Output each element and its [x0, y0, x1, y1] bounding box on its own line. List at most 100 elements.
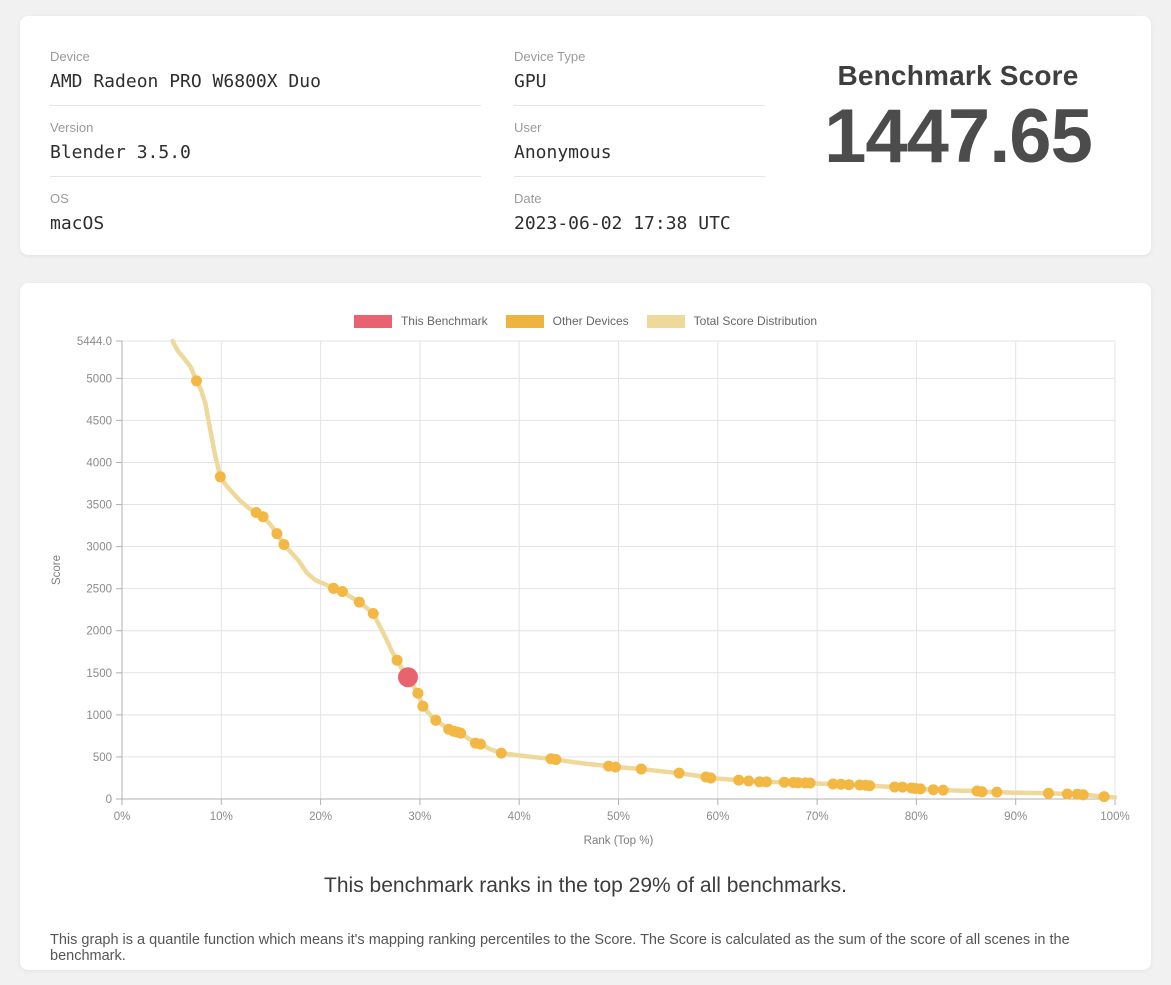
- x-tick-label: 10%: [210, 811, 233, 823]
- other-device-point[interactable]: [889, 781, 901, 793]
- other-device-point[interactable]: [761, 776, 772, 788]
- quantile-chart-card: This Benchmark Other Devices Total Score…: [20, 283, 1151, 970]
- field-user: User Anonymous: [514, 120, 765, 177]
- x-tick-label: 50%: [607, 811, 630, 823]
- y-tick-label: 1000: [86, 710, 112, 722]
- field-version-value: Blender 3.5.0: [50, 142, 191, 163]
- other-device-point[interactable]: [1043, 787, 1054, 799]
- other-device-point[interactable]: [897, 781, 908, 793]
- other-device-point[interactable]: [927, 784, 939, 796]
- x-tick-label: 90%: [1004, 811, 1027, 823]
- field-date: Date 2023-06-02 17:38 UTC: [514, 191, 765, 247]
- other-device-point[interactable]: [804, 777, 816, 789]
- x-axis-title: Rank (Top %): [584, 835, 654, 847]
- legend-label-total-distribution: Total Score Distribution: [693, 314, 818, 328]
- field-version: Version Blender 3.5.0: [50, 120, 481, 177]
- y-tick-label: 4500: [86, 415, 112, 427]
- y-tick-label: 2500: [86, 584, 112, 596]
- other-device-point[interactable]: [1061, 788, 1073, 800]
- other-device-point[interactable]: [635, 763, 647, 775]
- other-device-point[interactable]: [550, 754, 562, 765]
- other-device-point[interactable]: [495, 747, 507, 759]
- field-date-label: Date: [514, 191, 542, 206]
- other-device-point[interactable]: [353, 596, 365, 608]
- other-device-point[interactable]: [835, 778, 847, 790]
- x-tick-label: 40%: [508, 811, 531, 823]
- chart-area: This Benchmark Other Devices Total Score…: [20, 283, 1151, 858]
- y-tick-label: 3000: [86, 542, 112, 554]
- other-device-point[interactable]: [827, 778, 839, 790]
- field-version-label: Version: [50, 120, 94, 135]
- legend-item-total-distribution: Total Score Distribution: [646, 314, 818, 328]
- other-device-point[interactable]: [271, 528, 283, 540]
- other-device-point[interactable]: [743, 775, 755, 787]
- other-device-point[interactable]: [328, 582, 339, 594]
- x-tick-label: 100%: [1100, 811, 1129, 823]
- other-device-point[interactable]: [1098, 791, 1110, 803]
- y-tick-label: 500: [93, 752, 112, 764]
- x-tick-label: 20%: [309, 811, 332, 823]
- benchmark-score-title: Benchmark Score: [837, 60, 1079, 91]
- rank-note: This benchmark ranks in the top 29% of a…: [324, 874, 847, 897]
- other-device-point[interactable]: [391, 654, 403, 666]
- field-device: Device AMD Radeon PRO W6800X Duo: [50, 49, 481, 106]
- other-device-point[interactable]: [475, 738, 486, 750]
- other-device-point[interactable]: [864, 780, 876, 792]
- other-device-point[interactable]: [336, 586, 348, 597]
- other-device-point[interactable]: [367, 608, 379, 619]
- other-device-point[interactable]: [1077, 789, 1089, 801]
- chart-footnote: This graph is a quantile function which …: [50, 932, 1070, 964]
- legend-swatch-other-devices: [505, 314, 544, 328]
- this-benchmark-point[interactable]: [398, 667, 418, 688]
- y-tick-label: 3500: [86, 500, 112, 512]
- other-device-point[interactable]: [778, 776, 790, 788]
- benchmark-score-box: Benchmark Score 1447.65: [765, 16, 1151, 255]
- other-device-point[interactable]: [610, 761, 621, 773]
- other-device-point[interactable]: [455, 727, 467, 739]
- other-device-point[interactable]: [257, 511, 269, 523]
- field-date-value: 2023-06-02 17:38 UTC: [514, 213, 731, 234]
- y-tick-label: 4000: [86, 457, 112, 469]
- legend-swatch-this-benchmark: [353, 314, 392, 328]
- x-tick-label: 60%: [706, 811, 729, 823]
- field-user-label: User: [514, 120, 542, 135]
- legend-item-this-benchmark: This Benchmark: [353, 314, 488, 328]
- field-os-value: macOS: [50, 213, 105, 234]
- other-device-point[interactable]: [412, 687, 424, 699]
- y-tick-label: 5000: [86, 373, 112, 385]
- field-device-label: Device: [50, 49, 90, 64]
- other-device-point[interactable]: [214, 471, 226, 483]
- field-device-value: AMD Radeon PRO W6800X Duo: [50, 71, 321, 92]
- benchmark-info-card: Device AMD Radeon PRO W6800X Duo Device …: [20, 16, 1151, 255]
- legend-label-other-devices: Other Devices: [552, 314, 629, 328]
- other-device-point[interactable]: [991, 786, 1003, 798]
- other-device-point[interactable]: [843, 779, 855, 791]
- other-device-point[interactable]: [673, 767, 685, 779]
- y-tick-label: 1500: [86, 668, 112, 680]
- y-tick-label: 2000: [86, 626, 112, 638]
- field-os: OS macOS: [50, 191, 481, 247]
- other-device-point[interactable]: [733, 774, 745, 786]
- y-axis-title: Score: [51, 555, 63, 585]
- y-tick-label: 5444.0: [77, 336, 112, 348]
- x-tick-label: 0%: [114, 811, 131, 823]
- other-device-point[interactable]: [278, 539, 290, 550]
- other-device-point[interactable]: [705, 772, 717, 784]
- other-device-point[interactable]: [417, 700, 429, 712]
- device-info-grid: Device AMD Radeon PRO W6800X Duo Device …: [20, 16, 765, 255]
- chart-legend: This Benchmark Other Devices Total Score…: [20, 314, 1151, 328]
- quantile-chart-plot[interactable]: 0 500 1000 1500 2000 2500 3000 3500 4000 4500 5000…: [20, 283, 1151, 858]
- x-tick-label: 80%: [905, 811, 928, 823]
- field-user-value: Anonymous: [514, 142, 612, 163]
- x-tick-label: 30%: [408, 811, 431, 823]
- other-device-point[interactable]: [937, 784, 949, 796]
- x-tick-label: 70%: [806, 811, 829, 823]
- other-device-point[interactable]: [914, 783, 926, 795]
- other-device-point[interactable]: [976, 786, 988, 798]
- field-os-label: OS: [50, 191, 69, 206]
- other-device-point[interactable]: [430, 714, 442, 726]
- benchmark-score-value: 1447.65: [824, 94, 1093, 179]
- legend-item-other-devices: Other Devices: [505, 314, 629, 328]
- other-device-point[interactable]: [191, 375, 202, 387]
- y-tick-label: 0: [106, 794, 112, 806]
